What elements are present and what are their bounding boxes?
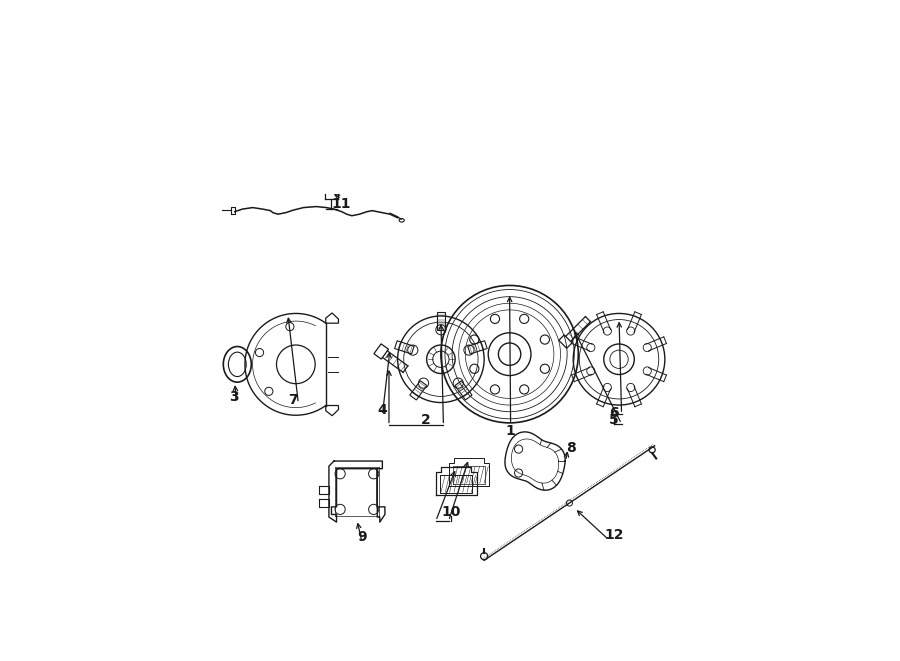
Text: 11: 11 (332, 197, 351, 211)
Text: 6: 6 (609, 406, 619, 420)
Text: 7: 7 (289, 393, 298, 407)
Text: 9: 9 (357, 530, 367, 545)
Text: 8: 8 (566, 442, 576, 455)
Text: 1: 1 (506, 424, 516, 438)
Text: 2: 2 (420, 413, 430, 427)
Text: 3: 3 (229, 391, 238, 405)
Text: 5: 5 (609, 413, 619, 427)
Text: 4: 4 (377, 403, 387, 417)
Text: 10: 10 (441, 505, 461, 519)
Text: 12: 12 (604, 528, 624, 542)
